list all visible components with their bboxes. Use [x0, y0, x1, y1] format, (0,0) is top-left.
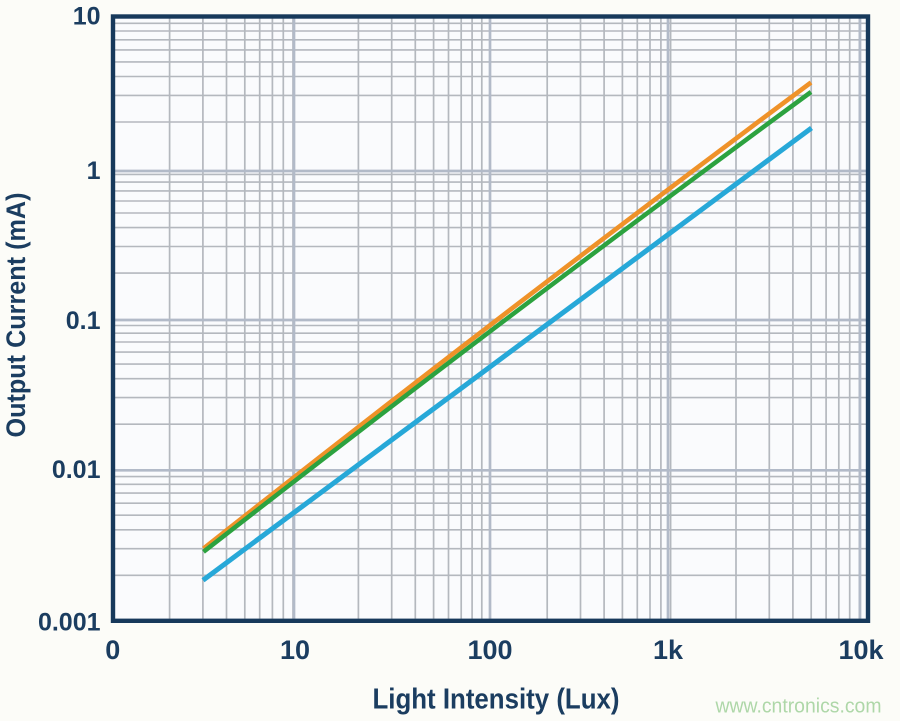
svg-text:1k: 1k [653, 635, 684, 665]
svg-text:0.001: 0.001 [38, 608, 101, 636]
svg-text:Light Intensity (Lux): Light Intensity (Lux) [373, 684, 620, 716]
svg-text:1: 1 [87, 157, 101, 185]
svg-text:www.cntronics.com: www.cntronics.com [715, 696, 882, 718]
svg-text:0: 0 [105, 635, 120, 665]
svg-text:0.01: 0.01 [52, 456, 101, 484]
svg-text:0.1: 0.1 [66, 307, 101, 335]
svg-text:10k: 10k [838, 635, 884, 665]
svg-text:10: 10 [280, 635, 310, 665]
svg-text:Output Current (mA): Output Current (mA) [1, 193, 31, 438]
svg-text:10: 10 [73, 2, 101, 30]
svg-text:100: 100 [467, 635, 512, 665]
